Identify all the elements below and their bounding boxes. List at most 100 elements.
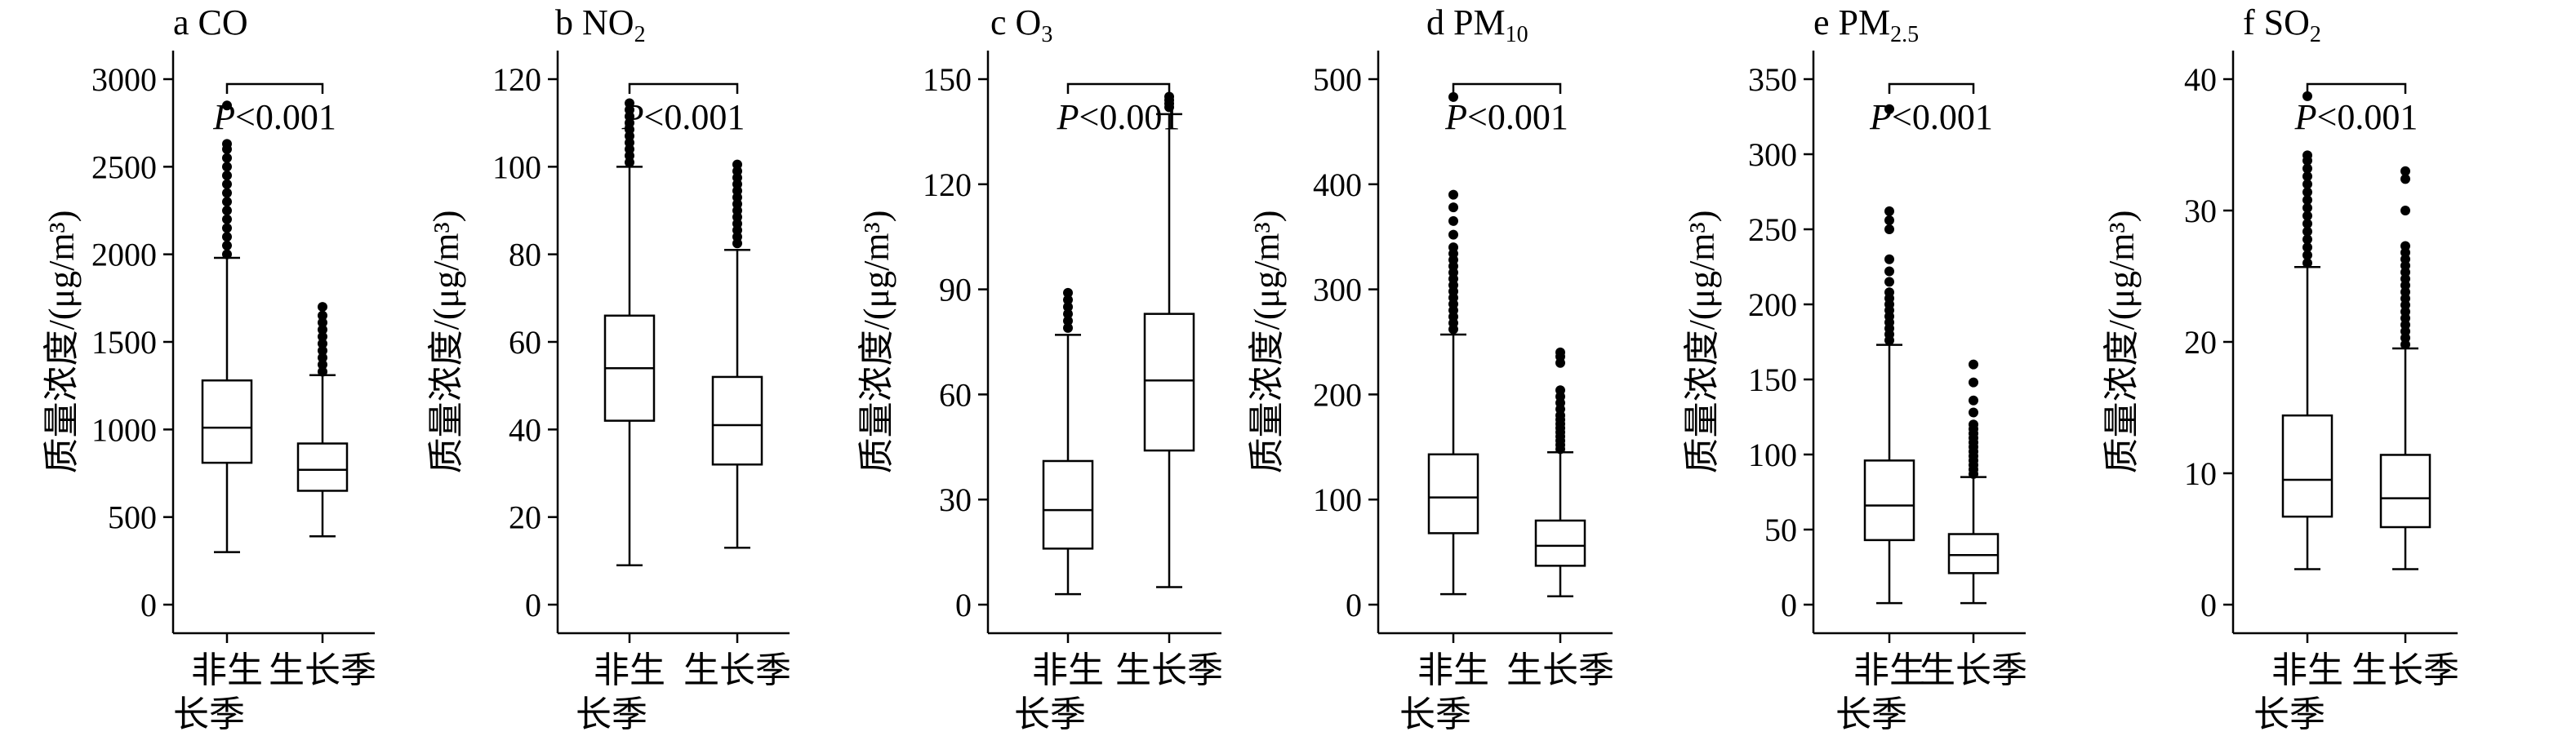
category-label: 非生 (191, 650, 263, 690)
outlier-point (1884, 215, 1894, 225)
box-iqr (2281, 414, 2334, 518)
y-tick-label: 300 (1313, 272, 1362, 308)
outlier-point (1884, 206, 1894, 216)
outlier-point (1969, 395, 1978, 406)
outlier-point (1448, 242, 1458, 253)
outlier-point (318, 317, 327, 328)
outlier-point (222, 100, 232, 111)
outlier-point (1448, 189, 1458, 200)
outlier-point (1884, 266, 1894, 277)
outlier-point (1884, 277, 1894, 287)
box-iqr (711, 375, 763, 466)
outlier-point (2302, 179, 2312, 189)
y-tick-label: 80 (509, 237, 541, 273)
significance-bracket (2306, 82, 2407, 94)
y-tick-label: 0 (525, 587, 541, 623)
outlier-point (625, 98, 634, 109)
y-tick-label: 40 (2184, 61, 2217, 98)
outlier-point (1448, 202, 1458, 213)
outlier-point (222, 188, 232, 198)
outlier-point (318, 359, 327, 370)
outlier-point (2302, 234, 2312, 245)
category-label: 长季 (1014, 694, 1086, 734)
outlier-point (2302, 219, 2312, 229)
category-label: 长季 (1399, 694, 1471, 734)
box-iqr (296, 442, 349, 492)
box-iqr (1427, 453, 1479, 534)
box-iqr (1947, 533, 2000, 574)
chart-panel-0: 0 500 1000 1500 2000 2500 3000 a CO 质量浓度/(μg/m³)… (42, 2, 376, 734)
significance-bracket (1888, 82, 1975, 94)
outlier-point (1063, 287, 1073, 298)
outlier-point (732, 159, 742, 170)
outlier-point (222, 249, 232, 259)
outlier-point (1969, 419, 1978, 430)
outlier-point (2302, 195, 2312, 206)
y-tick-label: 30 (2184, 193, 2217, 229)
p-value-annotation: P<0.001 (2294, 97, 2418, 137)
outlier-point (2302, 163, 2312, 174)
y-tick-label: 200 (1313, 376, 1362, 413)
y-tick-label: 0 (2200, 587, 2217, 623)
outlier-point (1164, 91, 1174, 102)
y-tick-label: 10 (2184, 455, 2217, 492)
box-1 (1534, 347, 1586, 597)
y-axis-label: 质量浓度/(μg/m³) (42, 211, 82, 474)
outlier-point (1063, 308, 1073, 319)
outlier-point (222, 206, 232, 215)
y-tick-label: 1000 (91, 411, 157, 448)
box-iqr (201, 379, 253, 464)
outlier-point (2400, 241, 2410, 251)
outlier-point (2400, 174, 2410, 184)
outlier-point (318, 331, 327, 342)
p-value-annotation: P<0.001 (1057, 97, 1181, 137)
y-tick-label: 120 (492, 61, 541, 98)
outlier-point (222, 232, 232, 242)
panel-title: c O3 (990, 2, 1052, 47)
outlier-point (2302, 202, 2312, 213)
outlier-point (2302, 171, 2312, 182)
outlier-point (1555, 385, 1565, 396)
box-0 (201, 100, 253, 553)
panel-title: e PM2.5 (1813, 2, 1919, 47)
outlier-point (222, 162, 232, 172)
box-1 (296, 302, 349, 538)
box-0 (1863, 104, 1915, 605)
outlier-point (1063, 322, 1073, 333)
box-1 (1947, 359, 2000, 605)
outlier-point (222, 179, 232, 189)
panel-title: b NO2 (555, 2, 646, 47)
y-tick-label: 3000 (91, 61, 157, 98)
outlier-point (222, 197, 232, 207)
panel-title: a CO (173, 2, 248, 42)
y-tick-label: 0 (1781, 587, 1797, 623)
y-tick-label: 0 (1346, 587, 1362, 623)
outlier-point (2400, 206, 2410, 215)
category-label: 非生 (594, 650, 665, 690)
outlier-point (318, 366, 327, 377)
outlier-point (222, 223, 232, 233)
category-label: 生长季 (1506, 650, 1614, 690)
category-label: 生长季 (1920, 650, 2027, 690)
category-label: 非生 (1853, 650, 1925, 690)
box-iqr (1863, 459, 1915, 542)
chart-panel-4: 0 50 100 150 200 250 300 350 e PM2.5 质量浓度/(μg/m³)… (1682, 2, 2027, 734)
y-tick-label: 150 (923, 61, 972, 98)
y-tick-label: 400 (1313, 166, 1362, 203)
y-tick-label: 0 (140, 587, 157, 623)
p-value-annotation: P<0.001 (621, 97, 745, 137)
y-tick-label: 300 (1748, 136, 1797, 173)
box-0 (1042, 287, 1094, 596)
box-0 (1427, 91, 1479, 596)
outlier-point (318, 345, 327, 356)
panel-title: d PM10 (1426, 2, 1528, 47)
y-tick-label: 2000 (91, 237, 157, 273)
y-tick-label: 20 (2184, 324, 2217, 361)
outlier-point (1063, 295, 1073, 305)
category-label: 长季 (173, 694, 245, 734)
box-iqr (2379, 454, 2431, 529)
